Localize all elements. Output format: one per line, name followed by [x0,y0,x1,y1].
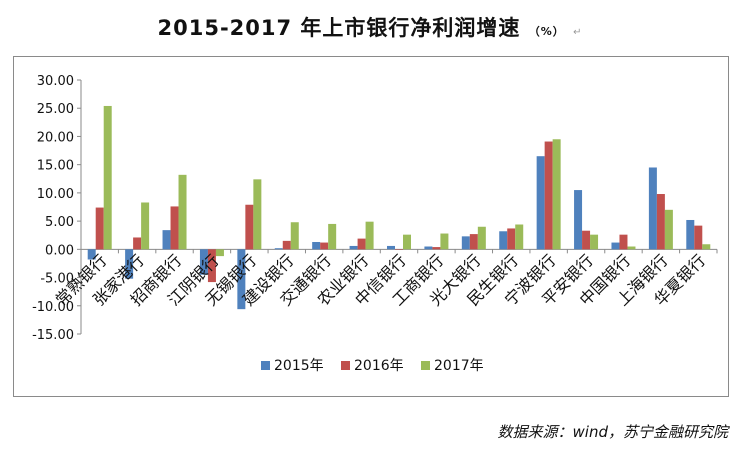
bar-光大银行-2016年 [469,234,478,250]
y-tick-label: 30.00 [37,74,74,89]
bar-常熟银行-2015年 [87,249,96,260]
bar-建设银行-2016年 [282,240,291,250]
bar-招商银行-2017年 [178,174,187,250]
bar-平安银行-2017年 [590,234,599,250]
paragraph-mark: ↵ [573,27,583,38]
bar-招商银行-2016年 [170,206,179,250]
bar-平安银行-2015年 [574,190,583,250]
bar-上海银行-2015年 [648,167,657,250]
bar-中国银行-2016年 [619,234,628,250]
y-tick-label: 25.00 [37,102,74,117]
y-tick-label: 5.00 [45,215,74,230]
bar-交通银行-2016年 [320,242,329,250]
bar-农业银行-2015年 [349,245,358,250]
bar-民生银行-2016年 [507,228,516,250]
bar-上海银行-2017年 [664,209,673,250]
bar-建设银行-2017年 [290,222,299,250]
bar-常熟银行-2016年 [95,207,104,250]
bar-中国银行-2017年 [627,246,636,250]
bar-宁波银行-2017年 [552,139,561,250]
source-note: 数据来源：wind，苏宁金融研究院 [497,423,728,441]
bar-华夏银行-2017年 [702,244,711,250]
legend-swatch [261,361,270,370]
chart-title-unit: （%） [528,25,565,38]
y-tick-label: -15.00 [32,328,74,343]
bar-工商银行-2017年 [440,233,449,250]
bar-张家港行-2016年 [133,237,142,250]
bar-宁波银行-2016年 [544,141,553,250]
bar-宁波银行-2015年 [536,156,545,250]
chart-title-text: 2015-2017 年上市银行净利润增速 [157,16,521,40]
bar-工商银行-2016年 [432,247,441,250]
bar-交通银行-2015年 [312,241,321,250]
bar-建设银行-2015年 [274,248,283,250]
bar-chart: 30.00 25.00 20.00 15.00 10.00 5.00 0.00 -5.00 -1… [32,74,718,374]
y-tick-label: 20.00 [37,130,74,145]
bar-农业银行-2016年 [357,238,366,250]
chart-title: 2015-2017 年上市银行净利润增速 （%） ↵ [0,12,740,42]
bar-无锡银行-2017年 [253,179,262,250]
bar-华夏银行-2015年 [686,219,695,250]
y-tick-label: 15.00 [37,159,74,174]
y-tick-label: 0.00 [45,243,74,258]
bar-交通银行-2017年 [328,223,337,250]
bar-上海银行-2016年 [656,194,665,250]
legend-swatch [421,361,430,370]
bar-常熟银行-2017年 [103,105,112,250]
legend-label: 2017年 [434,358,484,374]
bar-光大银行-2015年 [461,236,470,250]
bar-华夏银行-2016年 [694,225,703,250]
y-tick-label: -5.00 [40,272,74,287]
bar-招商银行-2015年 [162,230,171,250]
legend-label: 2015年 [274,358,324,374]
bar-光大银行-2017年 [477,226,486,250]
bar-平安银行-2016年 [582,230,591,250]
bar-民生银行-2015年 [499,231,508,250]
bar-张家港行-2017年 [141,202,150,250]
bar-江阴银行-2016年 [207,249,216,283]
bar-江阴银行-2017年 [215,249,224,257]
legend-label: 2016年 [354,358,404,374]
bar-工商银行-2015年 [424,246,433,250]
chart-frame [13,56,729,397]
legend-swatch [341,361,350,370]
y-tick-label: -10.00 [32,300,74,315]
bar-农业银行-2017年 [365,221,374,250]
bar-无锡银行-2016年 [245,204,254,250]
bar-张家港行-2015年 [125,249,134,279]
bar-中信银行-2015年 [387,245,395,250]
y-tick-label: 10.00 [37,187,74,202]
bar-无锡银行-2015年 [237,249,246,310]
bar-江阴银行-2015年 [199,249,208,275]
bar-中国银行-2015年 [611,242,620,250]
bar-中信银行-2016年 [395,249,403,250]
bar-中信银行-2017年 [403,234,411,250]
bar-民生银行-2017年 [515,224,524,250]
